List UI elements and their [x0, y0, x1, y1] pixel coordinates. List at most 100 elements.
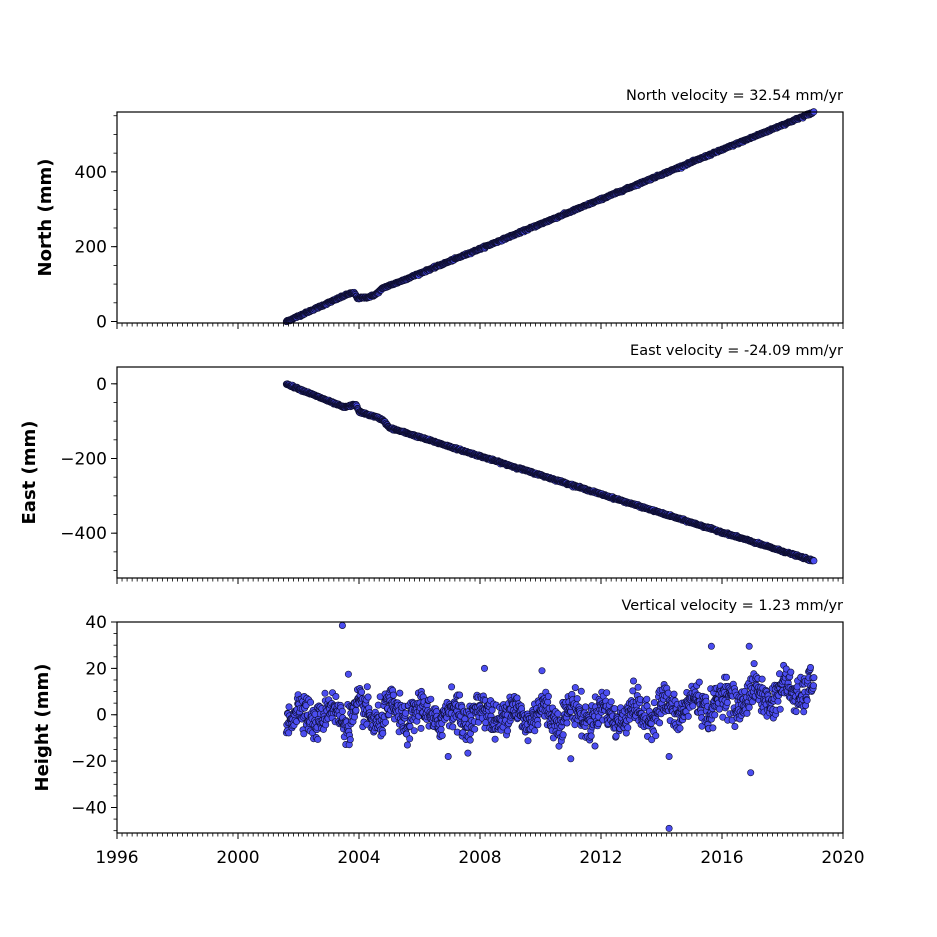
y-tick-label: 0	[96, 375, 107, 395]
data-point	[810, 674, 818, 682]
data-point	[676, 724, 684, 732]
data-point	[745, 703, 753, 711]
data-point	[587, 732, 595, 740]
data-point	[338, 707, 346, 715]
data-point	[403, 741, 411, 749]
y-tick-label: −20	[71, 752, 107, 772]
data-point	[591, 742, 599, 750]
east-panel: 0 −200 −400 East velocity = -24.09 mm/yr E…	[19, 343, 844, 584]
data-point	[524, 737, 532, 745]
data-point	[652, 732, 660, 740]
data-point	[346, 736, 354, 744]
height-axes-frame	[116, 621, 844, 834]
north-points	[282, 108, 818, 326]
data-point	[417, 724, 425, 732]
data-point	[381, 718, 389, 726]
data-point	[364, 693, 372, 701]
data-point	[603, 689, 611, 697]
data-point	[809, 682, 817, 690]
data-point	[491, 735, 499, 743]
data-point	[612, 732, 620, 740]
data-point	[684, 712, 692, 720]
data-point	[634, 683, 642, 691]
data-point	[332, 692, 340, 700]
outlier-point	[665, 752, 673, 760]
data-point	[629, 677, 637, 685]
data-point	[358, 688, 366, 696]
y-tick-label: 400	[75, 163, 107, 183]
data-point	[285, 703, 293, 711]
data-point	[629, 687, 637, 695]
x-tick-label: 2000	[216, 848, 259, 868]
data-point	[456, 691, 464, 699]
y-tick-label: −200	[60, 449, 107, 469]
data-point	[709, 724, 717, 732]
data-point	[810, 557, 818, 565]
data-point	[438, 731, 446, 739]
y-tick-label: 0	[96, 313, 107, 333]
data-point	[571, 684, 579, 692]
data-point	[743, 709, 751, 717]
data-point	[758, 675, 766, 683]
data-point	[449, 723, 457, 731]
east-points	[282, 380, 818, 565]
data-point	[611, 705, 619, 713]
outlier-point	[707, 642, 715, 650]
data-point	[379, 729, 387, 737]
outlier-point	[538, 667, 546, 675]
data-point	[321, 689, 329, 697]
height-ticks: 1996 2000 2004 2008 2012 2016 2020 40 20 0 −20 −40	[71, 613, 865, 868]
data-point	[554, 710, 562, 718]
y-tick-label: 200	[75, 238, 107, 258]
data-point	[594, 720, 602, 728]
y-tick-label: 40	[85, 613, 107, 633]
x-tick-label: 1996	[95, 848, 138, 868]
height-points	[282, 621, 818, 832]
data-point	[363, 683, 371, 691]
data-point	[531, 727, 539, 735]
east-axes-frame	[116, 366, 844, 579]
outlier-point	[444, 752, 452, 760]
data-point	[723, 698, 731, 706]
data-point	[711, 711, 719, 719]
north-axis-label: North (mm)	[35, 159, 56, 277]
data-point	[314, 735, 322, 743]
data-point	[437, 725, 445, 733]
data-point	[544, 692, 552, 700]
data-point	[774, 697, 782, 705]
data-point	[471, 725, 479, 733]
data-point	[285, 729, 293, 737]
data-point	[389, 691, 397, 699]
data-point	[806, 663, 814, 671]
data-point	[396, 689, 404, 697]
y-tick-label: −40	[71, 798, 107, 818]
data-point	[695, 678, 703, 686]
data-point	[803, 696, 811, 704]
data-point	[664, 689, 672, 697]
data-point	[722, 673, 730, 681]
x-tick-label: 2004	[337, 848, 380, 868]
data-point	[581, 703, 589, 711]
data-point	[466, 736, 474, 744]
data-point	[643, 695, 651, 703]
data-point	[670, 690, 678, 698]
data-point	[504, 727, 512, 735]
height-panel: 1996 2000 2004 2008 2012 2016 202040200−20−40 …	[32, 598, 865, 868]
data-point	[401, 709, 409, 717]
north-velocity-title: North velocity = 32.54 mm/yr	[626, 88, 843, 104]
data-point	[410, 727, 418, 735]
data-point	[650, 699, 658, 707]
data-point	[559, 731, 567, 739]
data-point	[792, 708, 800, 716]
x-tick-label: 2008	[458, 848, 501, 868]
outlier-point	[338, 621, 346, 629]
data-point	[731, 722, 739, 730]
data-point	[607, 698, 615, 706]
data-point	[307, 698, 315, 706]
data-point	[577, 687, 585, 695]
data-point	[573, 695, 581, 703]
outlier-point	[480, 664, 488, 672]
y-tick-label: 0	[96, 706, 107, 726]
y-tick-label: 20	[85, 659, 107, 679]
